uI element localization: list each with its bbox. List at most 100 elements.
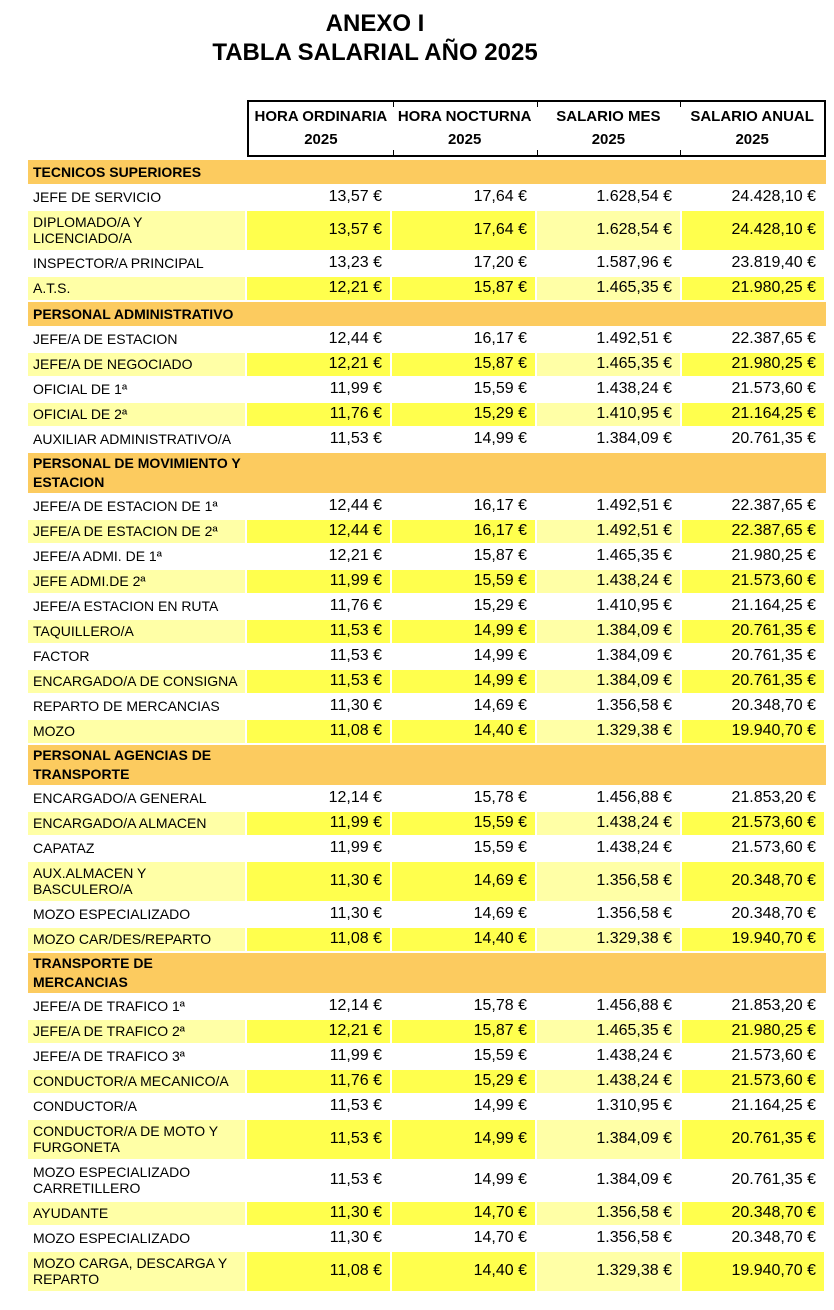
cell-salario-anual: 21.164,25 €	[682, 594, 826, 620]
cell-hora-ordinaria: 11,53 €	[247, 644, 392, 670]
cell-hora-nocturna: 14,69 €	[392, 902, 537, 928]
row-category-label: CONDUCTOR/A MECANICO/A	[28, 1069, 247, 1095]
cell-salario-mes: 1.384,09 €	[537, 427, 682, 453]
cell-hora-nocturna: 17,64 €	[392, 185, 537, 211]
table-body: TECNICOS SUPERIORES JEFE DE SERVICIO 13,57…	[28, 159, 826, 1293]
cell-salario-mes: 1.410,95 €	[537, 594, 682, 620]
cell-salario-anual: 21.853,20 €	[682, 994, 826, 1020]
cell-salario-mes: 1.384,09 €	[537, 1160, 682, 1202]
table-row: MOZO ESPECIALIZADO CARRETILLERO 11,53 €14…	[28, 1160, 826, 1202]
table-row: A.T.S. 12,21 €15,87 €1.465,35 €21.980,25 …	[28, 276, 826, 302]
row-category-label: JEFE/A DE NEGOCIADO	[28, 352, 247, 378]
cell-salario-anual: 22.387,65 €	[682, 327, 826, 353]
column-headers: HORA ORDINARIA 2025 HORA NOCTURNA 2025 SALAR…	[247, 99, 826, 157]
row-category-label: AUXILIAR ADMINISTRATIVO/A	[28, 427, 247, 453]
section-header: PERSONAL ADMINISTRATIVO	[28, 301, 826, 328]
cell-salario-anual: 21.573,60 €	[682, 811, 826, 837]
cell-hora-ordinaria: 11,08 €	[247, 1251, 392, 1293]
row-category-label: FACTOR	[28, 644, 247, 670]
cell-salario-anual: 20.761,35 €	[682, 427, 826, 453]
row-category-label: ENCARGADO/A DE CONSIGNA	[28, 669, 247, 695]
row-category-label: A.T.S.	[28, 276, 247, 302]
cell-salario-mes: 1.410,95 €	[537, 402, 682, 428]
cell-hora-nocturna: 15,59 €	[392, 377, 537, 403]
row-category-label: JEFE/A DE TRAFICO 1ª	[28, 994, 247, 1020]
cell-hora-nocturna: 15,87 €	[392, 1019, 537, 1045]
table-row: JEFE/A DE ESTACION 12,44 €16,17 €1.492,51…	[28, 327, 826, 353]
cell-salario-mes: 1.356,58 €	[537, 861, 682, 903]
table-row: REPARTO DE MERCANCIAS 11,30 €14,69 €1.356…	[28, 694, 826, 720]
cell-hora-ordinaria: 11,53 €	[247, 1160, 392, 1202]
cell-salario-anual: 22.387,65 €	[682, 494, 826, 520]
salary-table: HORA ORDINARIA 2025 HORA NOCTURNA 2025 SALAR…	[28, 99, 826, 1293]
cell-salario-mes: 1.438,24 €	[537, 377, 682, 403]
cell-hora-nocturna: 14,99 €	[392, 1160, 537, 1202]
cell-salario-anual: 23.819,40 €	[682, 251, 826, 277]
cell-salario-anual: 21.980,25 €	[682, 276, 826, 302]
row-category-label: INSPECTOR/A PRINCIPAL	[28, 251, 247, 277]
cell-salario-anual: 20.348,70 €	[682, 861, 826, 903]
cell-salario-mes: 1.492,51 €	[537, 494, 682, 520]
cell-salario-mes: 1.628,54 €	[537, 210, 682, 252]
cell-hora-ordinaria: 11,76 €	[247, 1069, 392, 1095]
cell-hora-ordinaria: 11,76 €	[247, 402, 392, 428]
cell-salario-mes: 1.465,35 €	[537, 276, 682, 302]
cell-salario-anual: 21.573,60 €	[682, 569, 826, 595]
cell-hora-nocturna: 14,99 €	[392, 619, 537, 645]
cell-hora-nocturna: 15,78 €	[392, 786, 537, 812]
cell-salario-anual: 19.940,70 €	[682, 927, 826, 953]
cell-hora-nocturna: 17,64 €	[392, 210, 537, 252]
row-category-label: JEFE/A DE ESTACION	[28, 327, 247, 353]
section-header: PERSONAL AGENCIAS DE TRANSPORTE	[28, 744, 826, 787]
cell-salario-mes: 1.384,09 €	[537, 669, 682, 695]
cell-salario-anual: 21.980,25 €	[682, 352, 826, 378]
row-category-label: JEFE/A DE ESTACION DE 2ª	[28, 519, 247, 545]
table-row: INSPECTOR/A PRINCIPAL 13,23 €17,20 €1.587…	[28, 251, 826, 277]
cell-salario-mes: 1.628,54 €	[537, 185, 682, 211]
cell-salario-anual: 21.164,25 €	[682, 402, 826, 428]
cell-hora-ordinaria: 12,14 €	[247, 786, 392, 812]
cell-salario-mes: 1.456,88 €	[537, 994, 682, 1020]
row-category-label: DIPLOMADO/A Y LICENCIADO/A	[28, 210, 247, 252]
cell-salario-anual: 20.348,70 €	[682, 1201, 826, 1227]
row-category-label: JEFE/A ADMI. DE 1ª	[28, 544, 247, 570]
row-category-label: AUX.ALMACEN Y BASCULERO/A	[28, 861, 247, 903]
column-header-year: 2025	[735, 130, 769, 148]
table-row: ENCARGADO/A DE CONSIGNA 11,53 €14,99 €1.3…	[28, 669, 826, 695]
row-category-label: JEFE/A ESTACION EN RUTA	[28, 594, 247, 620]
cell-hora-nocturna: 14,40 €	[392, 927, 537, 953]
title-line-anexo: ANEXO I	[325, 10, 425, 37]
cell-hora-nocturna: 15,59 €	[392, 1044, 537, 1070]
column-header: HORA NOCTURNA 2025	[392, 101, 537, 155]
table-row: CAPATAZ 11,99 €15,59 €1.438,24 €21.573,60…	[28, 836, 826, 862]
cell-salario-anual: 21.573,60 €	[682, 836, 826, 862]
cell-salario-anual: 21.853,20 €	[682, 786, 826, 812]
cell-hora-ordinaria: 13,57 €	[247, 210, 392, 252]
cell-hora-ordinaria: 11,53 €	[247, 669, 392, 695]
cell-salario-anual: 24.428,10 €	[682, 210, 826, 252]
column-header-label: SALARIO MES	[556, 108, 661, 126]
cell-salario-anual: 22.387,65 €	[682, 519, 826, 545]
column-header-label: HORA NOCTURNA	[397, 108, 532, 126]
table-row: MOZO ESPECIALIZADO 11,30 €14,69 €1.356,58…	[28, 902, 826, 928]
cell-hora-ordinaria: 12,21 €	[247, 544, 392, 570]
row-category-label: MOZO CARGA, DESCARGA Y REPARTO	[28, 1251, 247, 1293]
table-header-row: HORA ORDINARIA 2025 HORA NOCTURNA 2025 SALAR…	[28, 99, 826, 157]
table-row: JEFE/A DE ESTACION DE 2ª 12,44 €16,17 €1.…	[28, 519, 826, 545]
table-row: CONDUCTOR/A MECANICO/A 11,76 €15,29 €1.43…	[28, 1069, 826, 1095]
section-header: TRANSPORTE DE MERCANCIAS	[28, 952, 826, 995]
cell-salario-anual: 24.428,10 €	[682, 185, 826, 211]
cell-hora-ordinaria: 11,08 €	[247, 719, 392, 745]
section-header: TECNICOS SUPERIORES	[28, 159, 826, 186]
document-title: ANEXO I TABLA SALARIAL AÑO 2025	[0, 0, 750, 68]
row-category-label: JEFE/A DE TRAFICO 2ª	[28, 1019, 247, 1045]
cell-hora-ordinaria: 11,08 €	[247, 927, 392, 953]
cell-hora-nocturna: 15,87 €	[392, 276, 537, 302]
cell-hora-ordinaria: 11,53 €	[247, 427, 392, 453]
column-header-year: 2025	[304, 130, 338, 148]
table-row: JEFE ADMI.DE 2ª 11,99 €15,59 €1.438,24 €2…	[28, 569, 826, 595]
column-header-label: SALARIO ANUAL	[690, 108, 814, 126]
table-row: JEFE/A DE TRAFICO 2ª 12,21 €15,87 €1.465,…	[28, 1019, 826, 1045]
table-row: CONDUCTOR/A 11,53 €14,99 €1.310,95 €21.16…	[28, 1094, 826, 1120]
cell-salario-mes: 1.356,58 €	[537, 1201, 682, 1227]
